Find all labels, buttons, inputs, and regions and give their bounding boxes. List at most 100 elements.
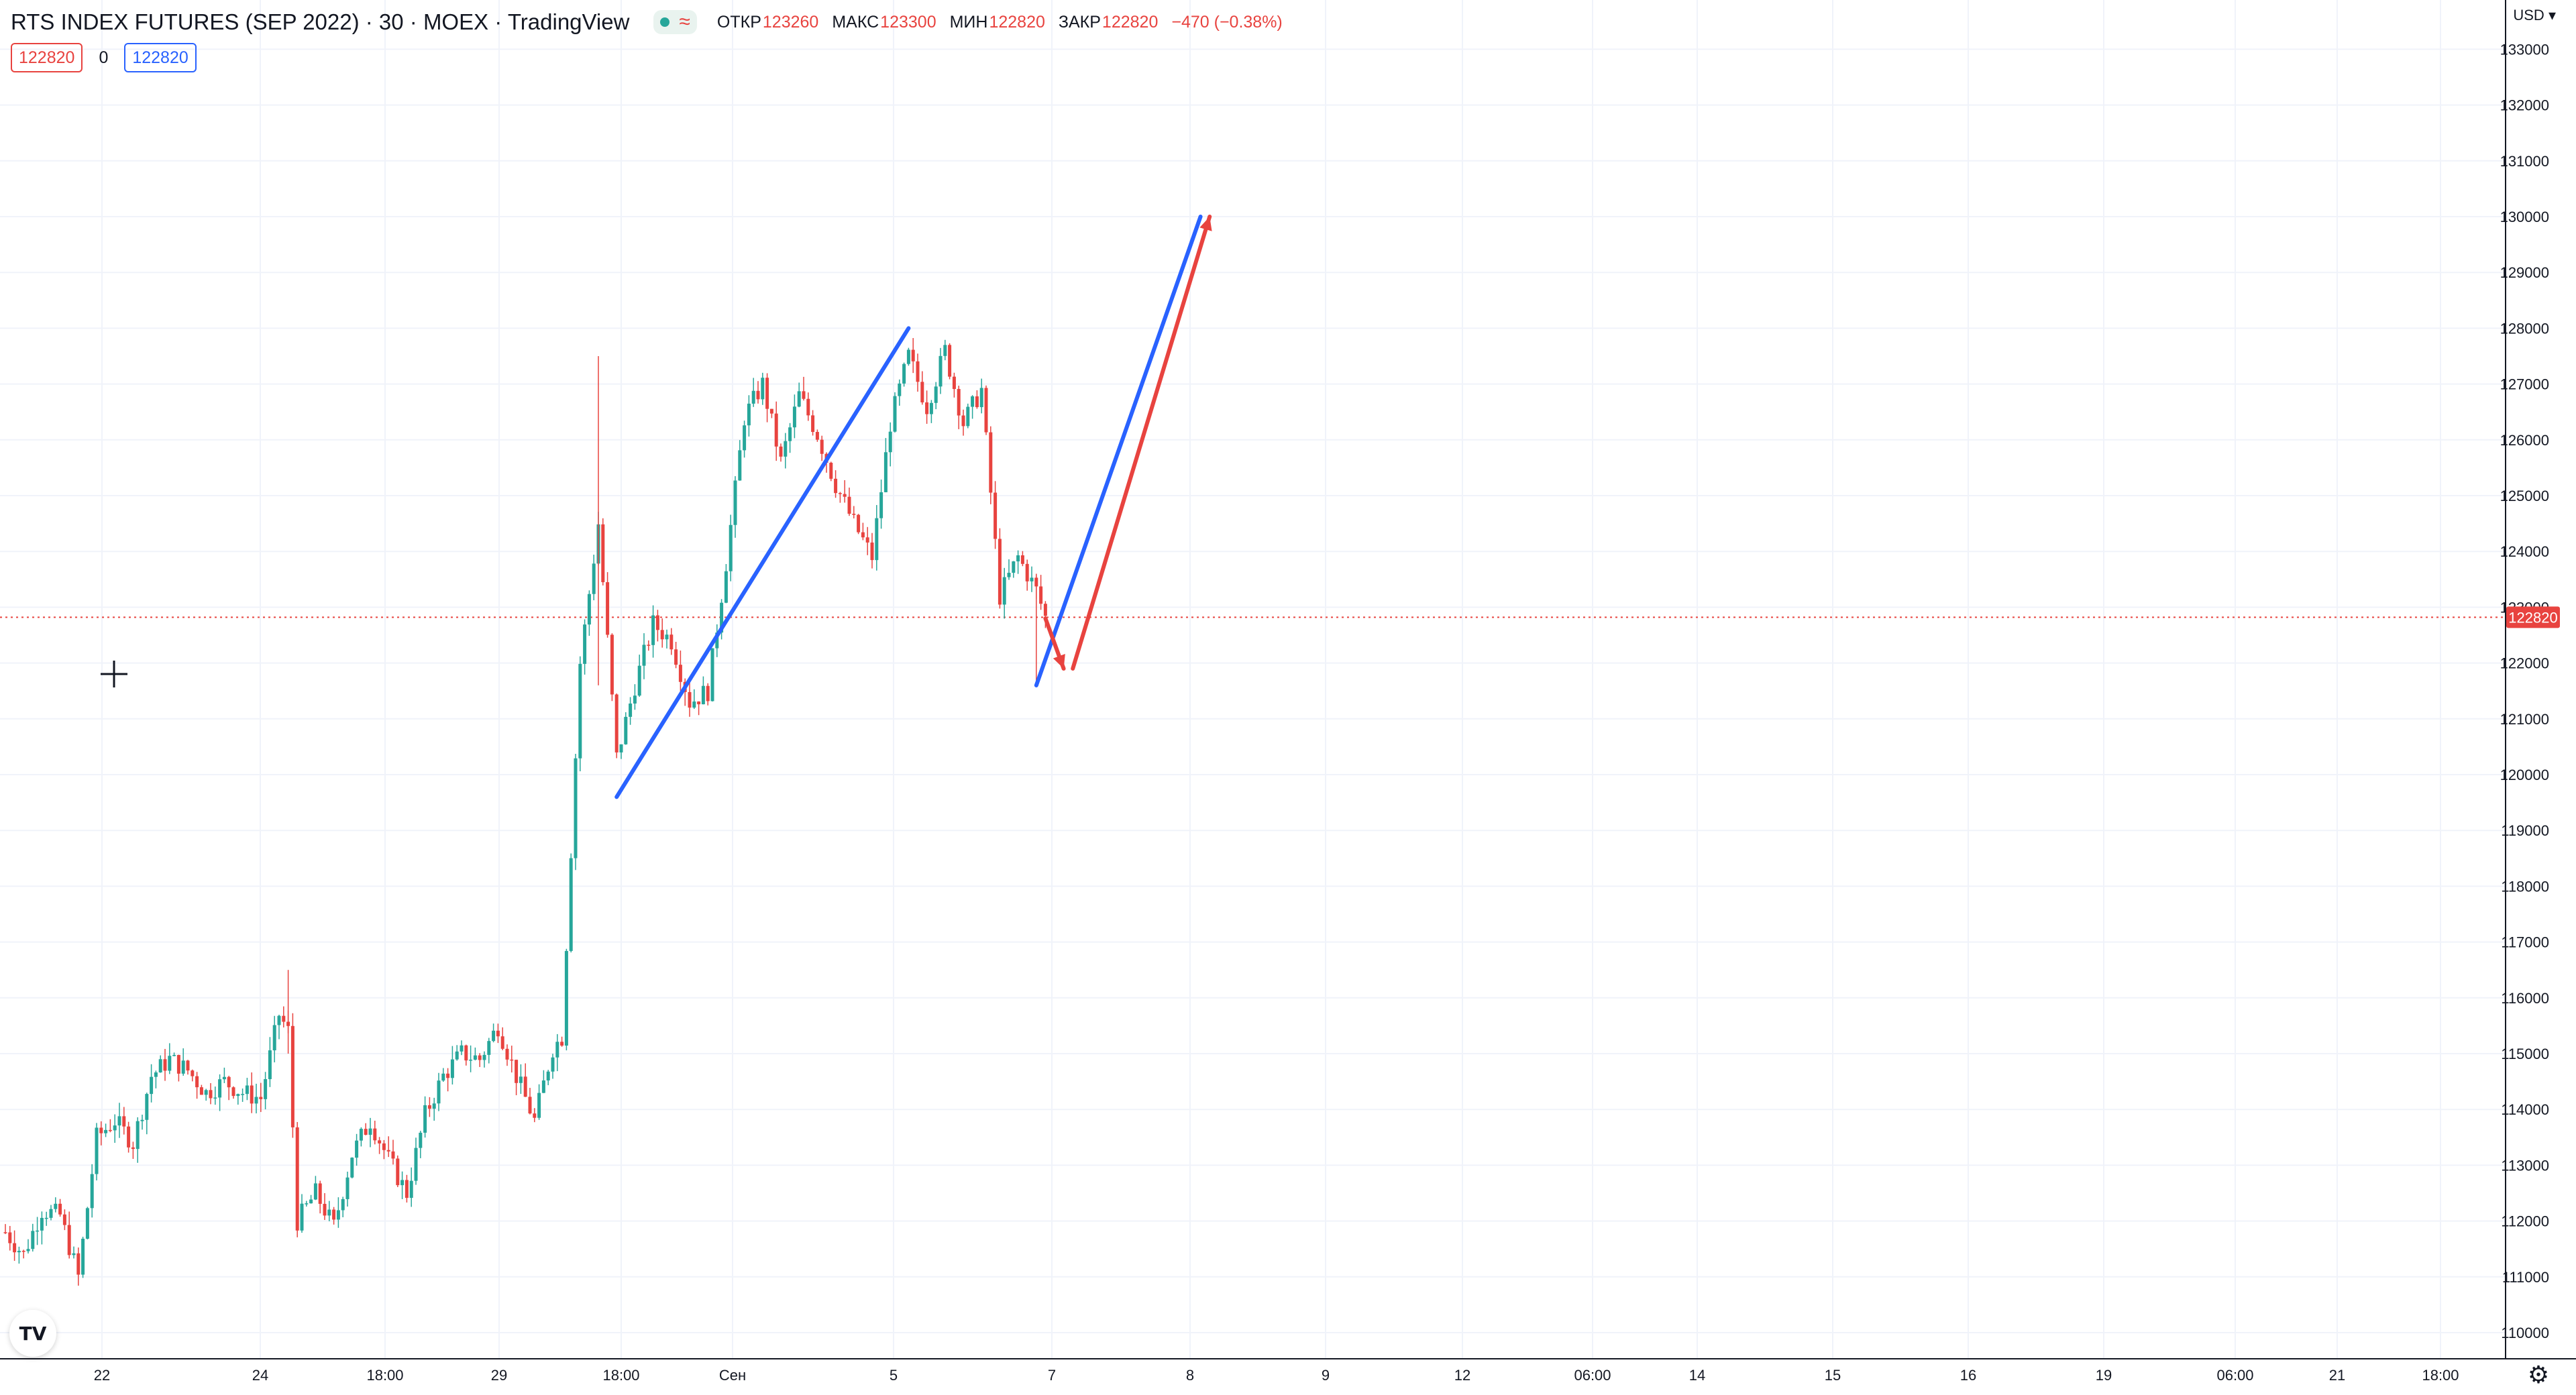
candle-body	[492, 1030, 496, 1042]
candle-body	[551, 1057, 555, 1072]
candle-body	[437, 1080, 441, 1104]
candle-body	[414, 1148, 418, 1181]
candle-body	[464, 1045, 468, 1061]
candle-body	[17, 1251, 21, 1253]
candle-body	[473, 1055, 477, 1060]
candle-body	[1007, 573, 1011, 577]
candle-body	[528, 1097, 532, 1114]
candle-body	[313, 1183, 317, 1200]
wave-icon: ≈	[679, 11, 690, 33]
candle-body	[660, 630, 664, 640]
candle-body	[975, 396, 979, 408]
candle-body	[929, 402, 933, 414]
candle-body	[204, 1090, 208, 1095]
candle-body	[282, 1015, 286, 1022]
time-tick-label: 7	[1048, 1367, 1056, 1384]
candle-body	[199, 1087, 203, 1095]
candle-body	[606, 582, 610, 635]
candle-body	[802, 391, 806, 399]
candle-body	[373, 1128, 377, 1141]
candle-body	[857, 514, 861, 533]
time-tick-label: 06:00	[1574, 1367, 1611, 1384]
candle-body	[610, 634, 614, 695]
candle-body	[847, 496, 851, 514]
candle-body	[678, 665, 682, 682]
candle-body	[729, 524, 733, 571]
candle-body	[523, 1076, 527, 1097]
candle-body	[3, 1232, 7, 1233]
tradingview-logo-icon[interactable]: 𝗧𝗩	[9, 1310, 56, 1357]
candle-body	[400, 1180, 405, 1186]
candle-body	[533, 1113, 537, 1118]
time-tick-label: 8	[1186, 1367, 1194, 1384]
candle-body	[295, 1127, 299, 1231]
candle-body	[788, 427, 792, 441]
candle-body	[938, 355, 943, 387]
candle-body	[1002, 577, 1006, 605]
candle-body	[268, 1050, 272, 1080]
candle-body	[674, 649, 678, 665]
visibility-toggle[interactable]: ≈	[653, 10, 697, 34]
candle-body	[181, 1060, 185, 1074]
candle-body	[898, 383, 902, 396]
candle-body	[31, 1231, 35, 1249]
candle-body	[870, 542, 874, 561]
candle-body	[345, 1177, 350, 1199]
time-axis[interactable]: 22 24 18:00 29 18:00 Сен 5 7 8 9 12 06:00 14 15 16 19 06…	[94, 1367, 2459, 1384]
price-axis[interactable]: 110000 111000 112000 113000 114000 115000 1160…	[2500, 41, 2549, 1341]
candle-body	[865, 537, 869, 543]
symbol-title[interactable]: RTS INDEX FUTURES (SEP 2022) · 30 · MOEX…	[11, 9, 630, 34]
candle-body	[272, 1025, 276, 1051]
candle-body	[761, 378, 765, 400]
candle-body	[971, 396, 975, 407]
vertical-gridlines	[101, 0, 2441, 1359]
arrow-head	[1199, 217, 1212, 231]
candle-body	[419, 1132, 423, 1148]
spread-value: 0	[99, 48, 109, 67]
candle-body	[1030, 577, 1034, 581]
candle-body	[852, 513, 856, 515]
candle-body	[642, 645, 646, 666]
trend-line-drawing[interactable]	[1034, 215, 1203, 687]
candle-body	[838, 493, 842, 494]
gear-icon[interactable]: ⚙	[2527, 1361, 2550, 1388]
candle-body	[450, 1059, 454, 1078]
buy-button[interactable]: 122820	[124, 43, 197, 72]
candle-body	[382, 1143, 386, 1150]
candle-body	[541, 1080, 545, 1093]
candle-body	[8, 1232, 12, 1243]
sell-button[interactable]: 122820	[11, 43, 83, 72]
price-tick-label: 133000	[2500, 41, 2549, 58]
candle-body	[952, 376, 956, 389]
candle-body	[241, 1094, 245, 1095]
time-tick-label: 29	[491, 1367, 507, 1384]
price-tick-label: 116000	[2501, 990, 2549, 1007]
currency-selector[interactable]: USD ▾	[2513, 7, 2556, 24]
candle-body	[688, 691, 692, 708]
time-tick-label: 5	[890, 1367, 898, 1384]
candle-body	[765, 378, 769, 409]
candle-body	[172, 1055, 176, 1056]
high-label: МАКС	[832, 12, 879, 32]
price-tick-label: 132000	[2500, 97, 2549, 114]
candle-body	[583, 624, 587, 664]
horizontal-gridlines	[0, 48, 2506, 1333]
candle-body	[888, 431, 892, 453]
arrow-drawing[interactable]	[1071, 215, 1212, 671]
candle-body	[54, 1203, 58, 1209]
candle-body	[186, 1060, 190, 1071]
drawing-layer[interactable]	[614, 215, 1212, 799]
candle-body	[1039, 586, 1043, 604]
candle-body	[95, 1127, 99, 1174]
candle-body	[90, 1174, 94, 1209]
candle-body	[724, 571, 728, 603]
candle-body	[537, 1093, 541, 1118]
candle-body	[227, 1076, 231, 1088]
candle-body	[236, 1094, 240, 1097]
candle-body	[519, 1076, 523, 1083]
candle-body	[154, 1072, 158, 1077]
trend-line-drawing[interactable]	[614, 326, 911, 799]
candle-body	[701, 685, 705, 705]
candle-body	[478, 1055, 482, 1060]
